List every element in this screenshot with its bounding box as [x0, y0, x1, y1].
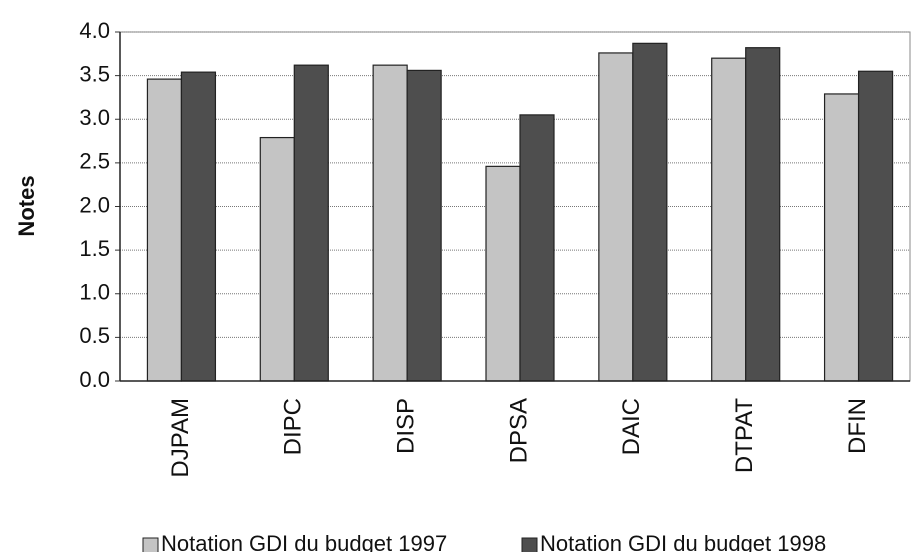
legend-swatch [142, 537, 159, 552]
bar [857, 70, 894, 382]
x-tick-label: DTPAT [731, 398, 758, 473]
bar [745, 47, 781, 382]
y-tick-label: 1.0 [79, 280, 110, 305]
bar [259, 136, 295, 382]
x-tick-label: DJPAM [167, 398, 194, 478]
y-tick-label: 0.0 [79, 367, 110, 392]
y-tick-label: 2.0 [79, 192, 110, 217]
bar [711, 57, 747, 382]
y-tick-label: 3.0 [79, 105, 110, 130]
x-tick-label: DAIC [618, 398, 645, 455]
bar [146, 78, 183, 382]
y-axis-label: Notes [14, 175, 39, 236]
x-tick-label: DFIN [844, 398, 871, 454]
bar [406, 69, 442, 382]
y-tick-label: 3.5 [79, 61, 110, 86]
bar [485, 165, 521, 382]
x-tick-label: DIPC [280, 398, 307, 455]
legend-label: Notation GDI du budget 1998 [540, 531, 826, 552]
bar [372, 64, 408, 382]
legend-label: Notation GDI du budget 1997 [161, 531, 447, 552]
y-tick-label: 0.5 [79, 323, 110, 348]
bar [823, 93, 860, 382]
x-tick-label: DISP [392, 398, 419, 454]
legend-swatch [521, 537, 538, 552]
bar [293, 64, 329, 382]
y-tick-label: 2.5 [79, 149, 110, 174]
bar [519, 114, 555, 382]
y-tick-label: 1.5 [79, 236, 110, 261]
bar [598, 52, 634, 382]
bar [632, 42, 668, 382]
y-tick-label: 4.0 [79, 18, 110, 43]
x-tick-label: DPSA [505, 398, 532, 463]
bar [180, 71, 217, 382]
